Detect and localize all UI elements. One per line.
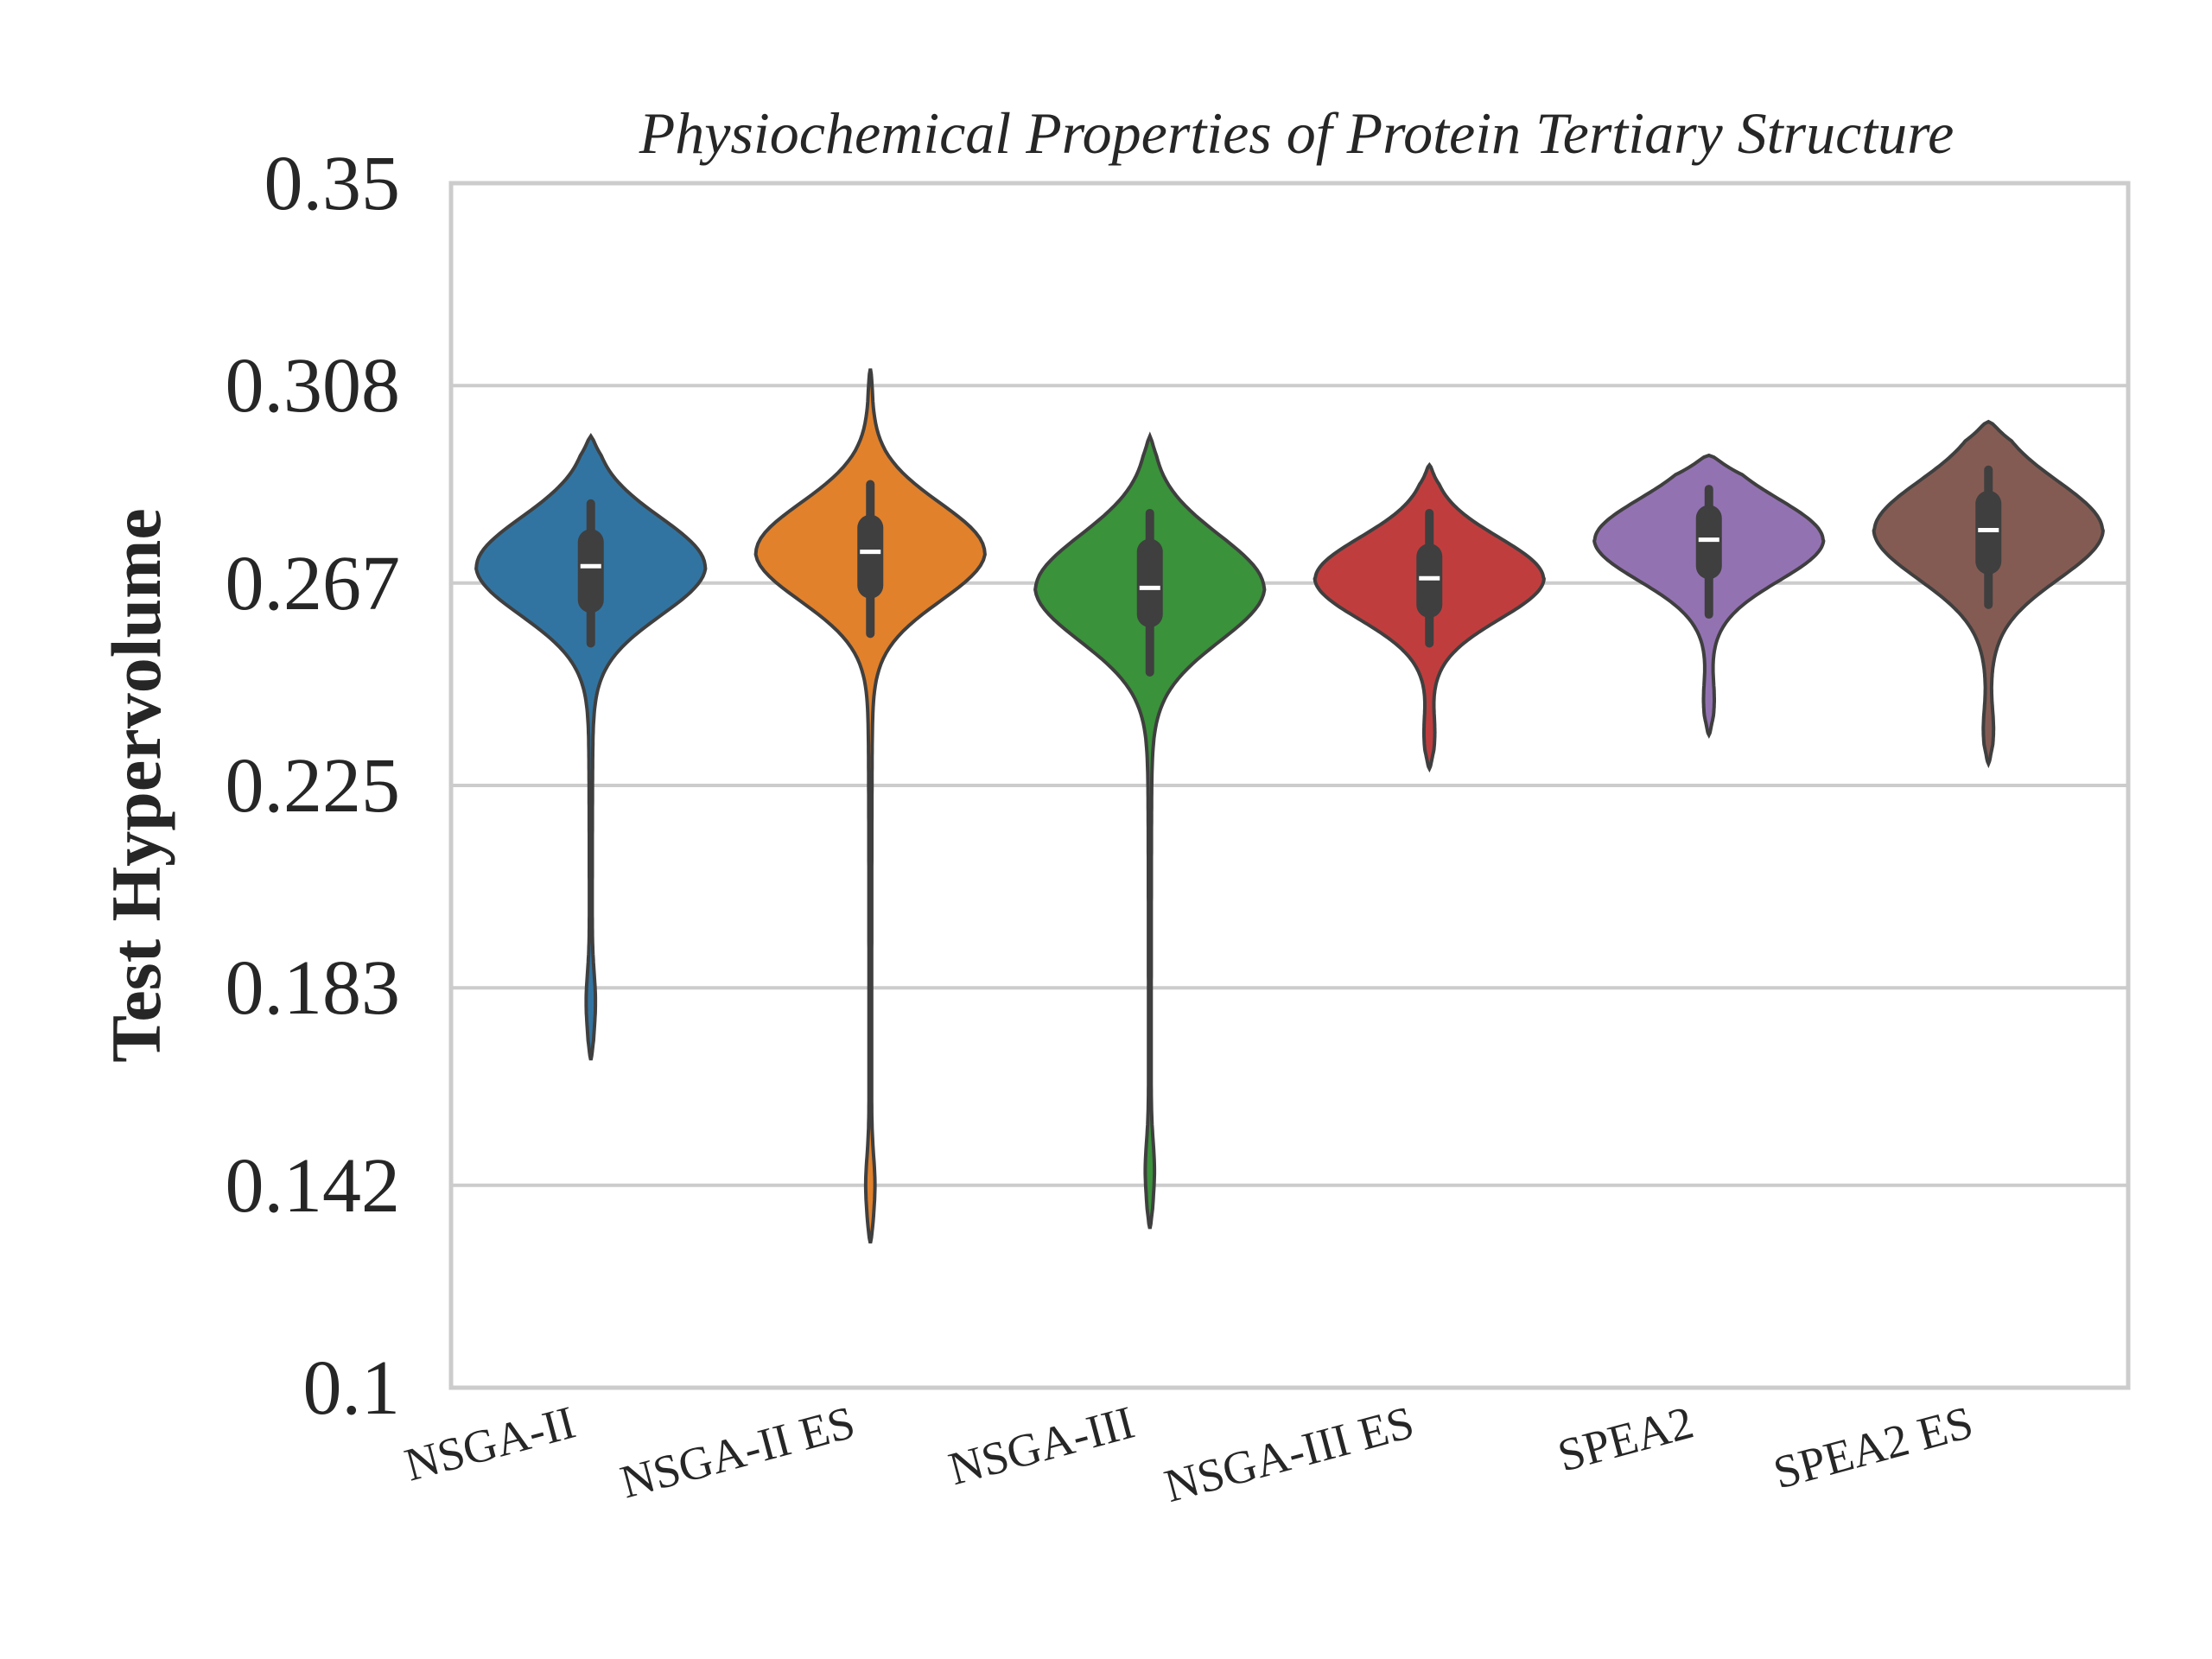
y-tick-labels: 0.1 0.142 0.183 0.225 0.267 0.308 0.35 (226, 141, 401, 1431)
y-tick-label: 0.225 (226, 743, 401, 829)
plot-frame (448, 181, 2131, 1390)
y-axis-label: Test Hypervolume (97, 508, 175, 1063)
violins (474, 368, 2105, 1244)
violin-body (1033, 431, 1267, 1230)
y-tick-label: 0.1 (303, 1345, 401, 1431)
y-tick-label: 0.142 (226, 1143, 401, 1229)
y-tick-label: 0.267 (226, 541, 401, 626)
y-tick-label: 0.183 (226, 945, 401, 1031)
x-tick-labels: NSGA-II NSGA-II ES NSGA-III NSGA-III ES SPEA… (399, 1396, 1978, 1512)
y-tick-label: 0.35 (264, 141, 401, 226)
x-tick-label: NSGA-III (944, 1396, 1140, 1496)
x-tick-label: SPEA2 ES (1768, 1396, 1978, 1499)
y-tick-label: 0.308 (226, 343, 401, 429)
x-tick-label: SPEA2 (1553, 1396, 1699, 1482)
chart-title: Physiochemical Properties of Protein Ter… (639, 100, 1955, 166)
violin-body (753, 368, 987, 1244)
x-tick-label: NSGA-II ES (615, 1396, 861, 1509)
grid-lines (451, 181, 2128, 1389)
violin-body (474, 432, 708, 1061)
x-tick-label: NSGA-II (399, 1396, 581, 1491)
x-tick-label: NSGA-III ES (1159, 1396, 1419, 1512)
